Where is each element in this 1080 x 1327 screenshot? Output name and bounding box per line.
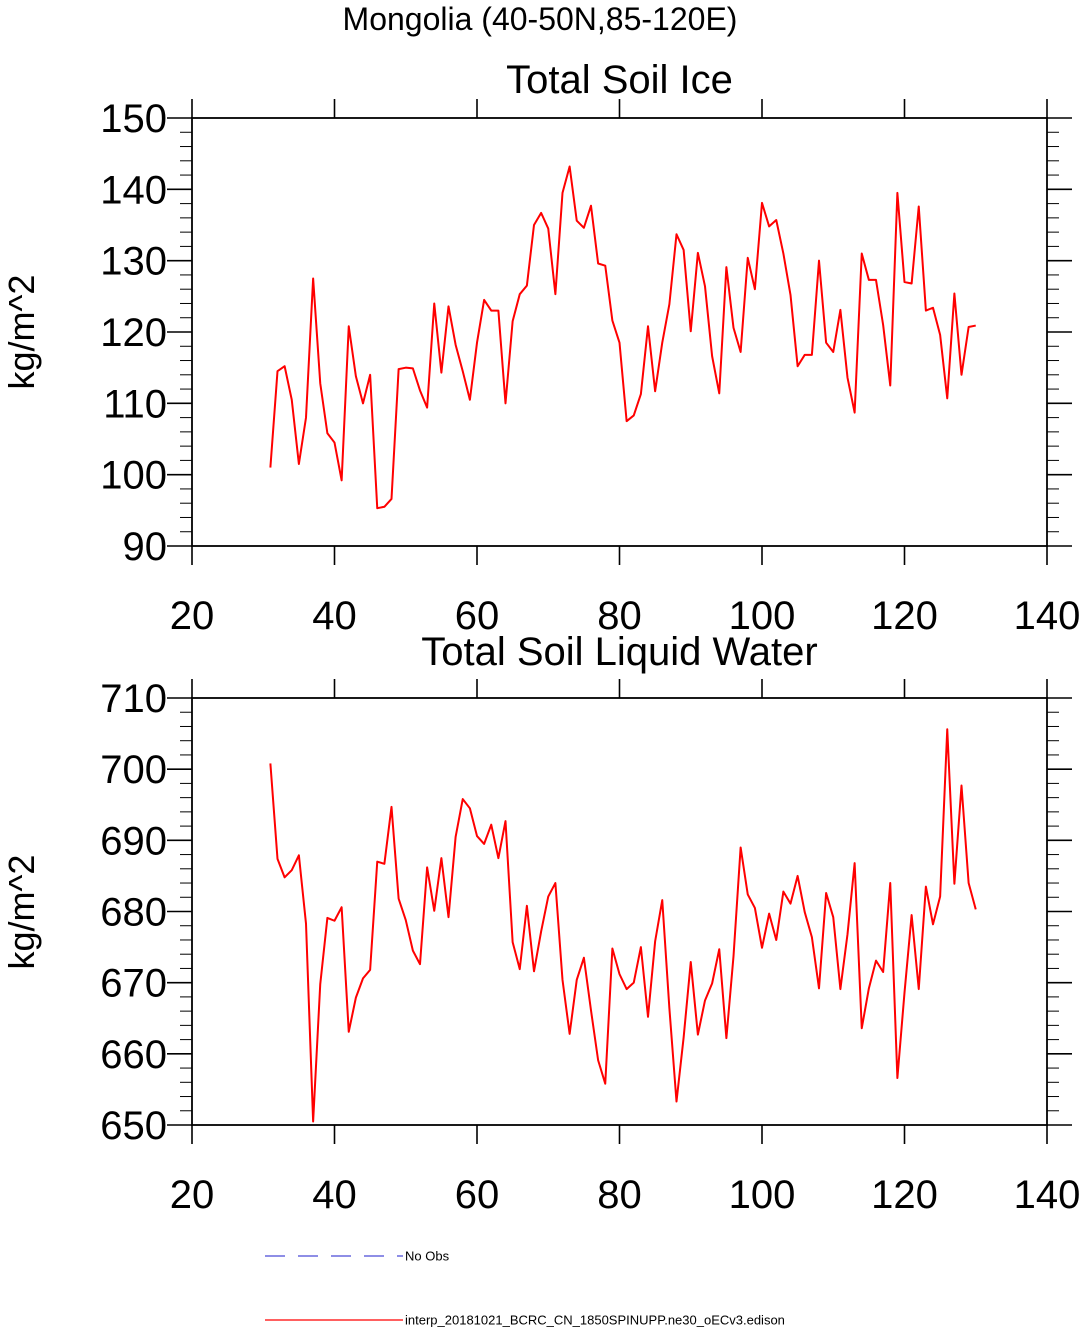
y-tick-label: 670: [100, 962, 167, 1006]
x-tick-label: 40: [312, 1173, 357, 1217]
x-tick-label: 140: [1014, 594, 1080, 638]
x-tick-label: 20: [170, 594, 215, 638]
plot-frame: [191, 117, 1048, 547]
y-tick-label: 660: [100, 1033, 167, 1077]
y-tick-label: 680: [100, 891, 167, 935]
x-tick-label: 80: [597, 594, 642, 638]
y-tick-label: 130: [100, 240, 167, 284]
y-tick-label: 110: [103, 382, 167, 426]
legend-label-no-obs: No Obs: [405, 1249, 450, 1264]
legend-entry-no-obs: No Obs: [265, 1249, 450, 1264]
tick-marks: [167, 99, 1072, 565]
panel-soil-liquid-water: Total Soil Liquid Water kg/m^2 20 40 60 80 100…: [1, 630, 1080, 1217]
x-tick-label: 80: [597, 1173, 642, 1217]
y-tick-label: 700: [100, 748, 167, 792]
y-tick-label: 100: [100, 454, 167, 498]
tick-marks: [167, 679, 1072, 1144]
legend-label-model-run: interp_20181021_BCRC_CN_1850SPINUPP.ne30…: [405, 1313, 785, 1327]
x-tick-label: 60: [455, 1173, 500, 1217]
plot-frame: [191, 697, 1048, 1126]
y-tick-label: 140: [100, 168, 167, 212]
x-tick-label: 60: [455, 594, 500, 638]
panel-soil-ice: Total Soil Ice kg/m^2 20 40 60 80 100 120 140 90 1…: [1, 58, 1080, 638]
y-tick-label: 150: [100, 97, 167, 141]
y-tick-label: 120: [100, 311, 167, 355]
x-tick-label: 140: [1014, 1173, 1080, 1217]
y-axis-label: kg/m^2: [1, 275, 42, 390]
x-tick-label: 20: [170, 1173, 215, 1217]
chart-title: Total Soil Ice: [506, 58, 733, 102]
chart-title: Total Soil Liquid Water: [421, 630, 817, 674]
y-tick-label: 90: [123, 525, 168, 569]
x-tick-label: 40: [312, 594, 357, 638]
legend: No Obs interp_20181021_BCRC_CN_1850SPINU…: [265, 1249, 785, 1327]
legend-entry-model-run: interp_20181021_BCRC_CN_1850SPINUPP.ne30…: [265, 1313, 785, 1327]
page-title: Mongolia (40-50N,85-120E): [343, 1, 738, 37]
x-tick-label: 100: [729, 594, 796, 638]
x-tick-label: 120: [871, 1173, 938, 1217]
series-line-0: [269, 728, 977, 1123]
x-tick-label: 120: [871, 594, 938, 638]
y-tick-label: 690: [100, 819, 167, 863]
y-axis-label: kg/m^2: [1, 855, 42, 970]
y-tick-label: 650: [100, 1104, 167, 1148]
series-line-0: [269, 165, 976, 510]
x-tick-label: 100: [729, 1173, 796, 1217]
y-tick-label: 710: [100, 677, 167, 721]
